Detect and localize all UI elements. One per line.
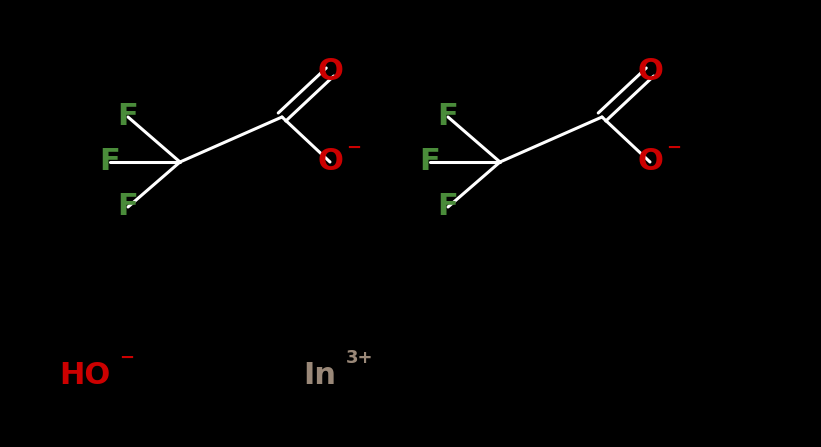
Text: HO: HO	[59, 360, 111, 389]
Text: −: −	[346, 139, 361, 157]
Text: 3+: 3+	[346, 349, 374, 367]
Text: F: F	[117, 193, 139, 222]
Text: O: O	[637, 148, 663, 177]
Text: O: O	[637, 58, 663, 87]
Text: In: In	[304, 360, 337, 389]
Text: O: O	[317, 58, 343, 87]
Text: O: O	[317, 148, 343, 177]
Text: −: −	[119, 349, 135, 367]
Text: −: −	[667, 139, 681, 157]
Text: F: F	[420, 148, 440, 177]
Text: F: F	[438, 102, 458, 131]
Text: F: F	[99, 148, 121, 177]
Text: F: F	[117, 102, 139, 131]
Text: F: F	[438, 193, 458, 222]
